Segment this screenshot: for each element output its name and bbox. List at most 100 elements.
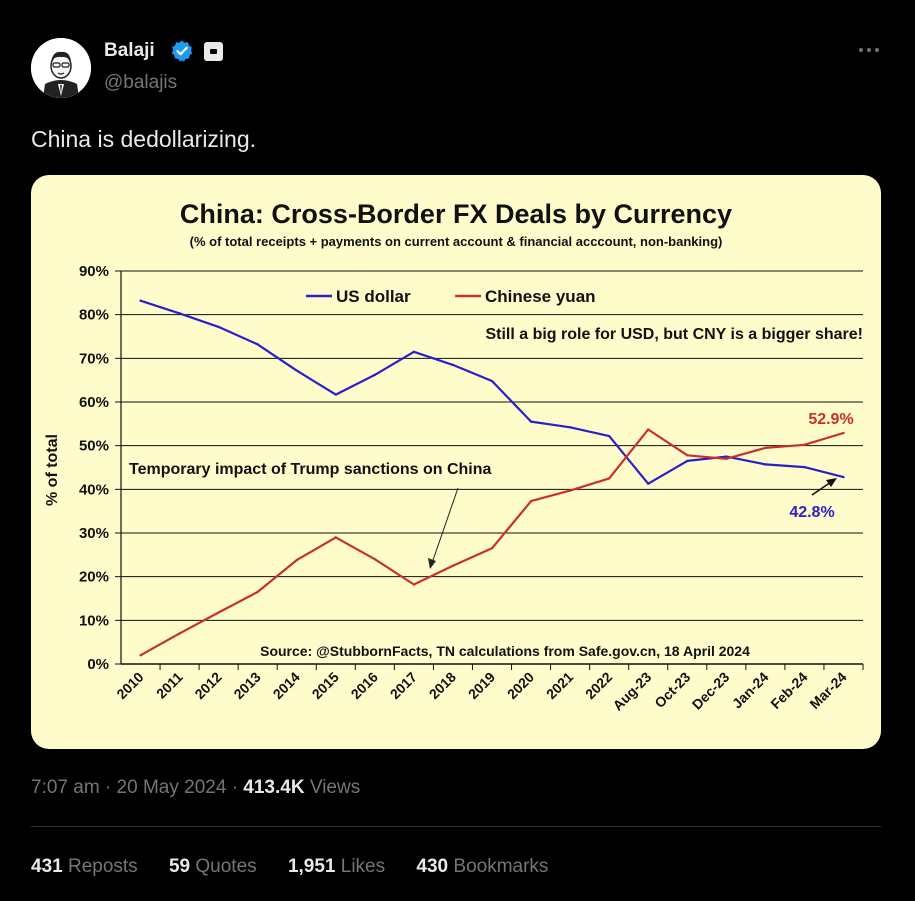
cny-data-point	[803, 443, 806, 446]
y-tick-label: 70%	[79, 350, 109, 367]
verified-badge-icon[interactable]	[170, 39, 194, 63]
usd-data-point	[217, 325, 220, 329]
usd-data-point	[334, 393, 337, 396]
y-tick-label: 10%	[79, 612, 109, 629]
quotes-count: 59	[168, 856, 191, 877]
usd-data-point	[451, 363, 455, 367]
cny-data-point	[139, 654, 142, 657]
usd-data-point	[686, 459, 689, 463]
chart-title: China: Cross-Border FX Deals by Currency	[180, 199, 732, 229]
usd-data-point	[764, 463, 767, 466]
usd-data-point	[373, 373, 377, 377]
usd-last-value-label: 42.8%	[789, 504, 834, 521]
cny-data-point	[764, 446, 767, 450]
usd-data-point	[842, 475, 845, 479]
tweet-date[interactable]: 20 May 2024	[116, 777, 227, 798]
reposts-stat[interactable]: 431 Reposts	[31, 856, 138, 877]
quotes-label: Quotes	[195, 856, 257, 877]
x-tick-label: 2022	[582, 669, 615, 702]
cny-data-point	[725, 457, 728, 460]
y-tick-label: 50%	[79, 438, 109, 455]
usd-pointer-arrow-icon	[811, 481, 832, 496]
usd-data-point	[725, 455, 728, 458]
engagement-stats: 431 Reposts 59 Quotes 1,951 Likes 430 Bo…	[31, 856, 574, 878]
bookmarks-label: Bookmarks	[453, 856, 549, 877]
x-tick-label: Aug-23	[609, 669, 654, 714]
x-tick-label: Jan-24	[729, 669, 772, 712]
likes-label: Likes	[340, 856, 386, 877]
avatar-image	[31, 38, 91, 98]
cny-data-point	[217, 611, 220, 614]
y-tick-label: 40%	[79, 481, 109, 498]
bookmarks-count: 430	[416, 856, 449, 877]
quotes-stat[interactable]: 59 Quotes	[169, 856, 257, 877]
x-tick-label: 2021	[543, 669, 576, 702]
views-label: Views	[309, 777, 361, 798]
y-tick-label: 20%	[79, 569, 109, 586]
x-tick-label: Feb-24	[767, 669, 810, 712]
y-tick-label: 0%	[87, 656, 109, 673]
bookmarks-stat[interactable]: 430 Bookmarks	[416, 856, 548, 877]
cny-data-point	[647, 428, 650, 431]
cny-data-point	[334, 536, 337, 539]
usd-data-point	[607, 434, 611, 438]
cny-data-point	[295, 558, 298, 562]
avatar[interactable]	[31, 38, 91, 98]
likes-count: 1,951	[287, 856, 336, 877]
y-tick-label: 60%	[79, 394, 109, 411]
cny-data-point	[373, 558, 377, 561]
x-tick-label: 2012	[191, 669, 224, 702]
cny-data-point	[256, 590, 259, 594]
cny-data-point	[490, 547, 494, 550]
x-tick-label: 2014	[270, 669, 303, 702]
cny-data-point	[568, 489, 572, 492]
views-count: 413.4K	[243, 777, 305, 798]
legend-usd-label: US dollar	[336, 287, 411, 306]
cny-data-point	[529, 499, 533, 503]
reposts-label: Reposts	[67, 856, 138, 877]
usd-data-point	[256, 343, 259, 346]
likes-stat[interactable]: 1,951 Likes	[288, 856, 385, 877]
author-handle[interactable]: @balajis	[104, 72, 178, 93]
x-tick-label: 2015	[309, 669, 342, 702]
author-name[interactable]: Balaji	[104, 40, 155, 61]
cny-data-point	[412, 583, 416, 586]
usd-pointer-arrowhead-icon	[826, 478, 837, 487]
usd-data-point	[139, 299, 142, 302]
affiliate-badge-icon[interactable]	[204, 42, 223, 61]
divider	[31, 826, 881, 827]
usd-data-point	[647, 482, 650, 485]
usd-data-point	[568, 426, 572, 429]
y-tick-label: 90%	[79, 263, 109, 280]
chart-subtitle: (% of total receipts + payments on curre…	[190, 234, 723, 249]
x-tick-label: 2013	[230, 669, 263, 702]
x-tick-label: 2020	[504, 669, 537, 702]
tweet-text: China is dedollarizing.	[31, 126, 257, 152]
reposts-count: 431	[31, 856, 63, 877]
x-tick-label: 2019	[465, 669, 498, 702]
usd-data-point	[178, 312, 181, 315]
y-tick-label: 80%	[79, 307, 109, 324]
usd-data-point	[803, 465, 806, 469]
sanctions-arrow-icon	[431, 487, 459, 564]
x-tick-label: 2016	[348, 669, 381, 702]
fx-deals-chart: China: Cross-Border FX Deals by Currency…	[44, 199, 864, 714]
cny-data-point	[178, 632, 181, 635]
headline-annotation: Still a big role for USD, but CNY is a b…	[485, 326, 863, 343]
cny-data-point	[607, 477, 611, 480]
more-options-icon[interactable]	[856, 40, 882, 60]
cny-data-point	[451, 564, 455, 567]
chart-image-card[interactable]: China: Cross-Border FX Deals by Currency…	[31, 175, 881, 749]
sanctions-annotation: Temporary impact of Trump sanctions on C…	[129, 461, 492, 478]
tweet-time[interactable]: 7:07 am	[31, 777, 100, 798]
y-tick-label: 30%	[79, 525, 109, 542]
cny-last-value-label: 52.9%	[808, 411, 853, 428]
x-tick-label: Mar-24	[806, 669, 849, 712]
y-axis-label: % of total	[44, 434, 61, 506]
x-tick-label: Oct-23	[651, 669, 693, 711]
sanctions-arrowhead-icon	[428, 558, 436, 569]
usd-data-point	[412, 350, 416, 353]
x-tick-label: 2018	[426, 669, 459, 702]
usd-data-point	[529, 420, 533, 423]
x-tick-label: 2010	[113, 669, 146, 702]
